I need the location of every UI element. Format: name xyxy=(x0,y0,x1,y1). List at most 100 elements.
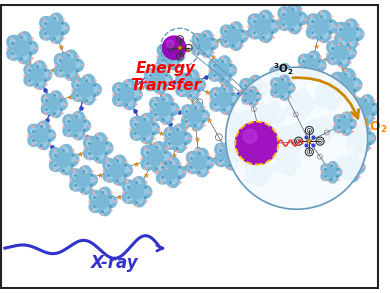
Ellipse shape xyxy=(294,89,309,106)
Ellipse shape xyxy=(343,32,358,49)
Ellipse shape xyxy=(195,120,200,127)
Ellipse shape xyxy=(214,102,221,108)
Ellipse shape xyxy=(125,87,142,101)
Ellipse shape xyxy=(136,196,142,203)
Ellipse shape xyxy=(298,97,315,111)
Ellipse shape xyxy=(160,165,167,171)
Ellipse shape xyxy=(143,117,149,124)
Circle shape xyxy=(322,89,336,103)
Circle shape xyxy=(276,81,288,94)
Ellipse shape xyxy=(271,85,284,97)
Ellipse shape xyxy=(45,106,51,112)
Ellipse shape xyxy=(81,88,95,105)
Ellipse shape xyxy=(308,120,323,134)
Ellipse shape xyxy=(195,37,201,43)
Ellipse shape xyxy=(141,145,158,161)
Ellipse shape xyxy=(150,156,165,174)
Ellipse shape xyxy=(154,111,161,118)
Ellipse shape xyxy=(16,46,31,64)
Ellipse shape xyxy=(355,136,369,153)
Ellipse shape xyxy=(335,38,350,54)
Ellipse shape xyxy=(90,86,98,92)
Ellipse shape xyxy=(355,102,361,108)
FancyArrowPatch shape xyxy=(292,78,359,118)
Ellipse shape xyxy=(350,141,357,147)
Ellipse shape xyxy=(243,83,249,88)
Ellipse shape xyxy=(141,188,148,194)
Ellipse shape xyxy=(223,153,238,170)
Ellipse shape xyxy=(66,58,84,72)
Ellipse shape xyxy=(117,97,124,103)
Ellipse shape xyxy=(364,98,369,105)
Ellipse shape xyxy=(365,134,372,140)
Ellipse shape xyxy=(324,174,329,178)
Ellipse shape xyxy=(134,131,141,137)
Ellipse shape xyxy=(63,122,78,137)
Ellipse shape xyxy=(240,86,255,100)
Ellipse shape xyxy=(53,162,60,168)
Ellipse shape xyxy=(316,93,331,108)
Ellipse shape xyxy=(139,127,153,144)
Ellipse shape xyxy=(203,38,218,50)
Ellipse shape xyxy=(302,67,308,74)
Ellipse shape xyxy=(63,50,78,67)
Ellipse shape xyxy=(233,151,241,157)
Ellipse shape xyxy=(251,18,259,25)
Circle shape xyxy=(326,167,336,178)
Ellipse shape xyxy=(286,85,292,89)
Circle shape xyxy=(163,165,178,180)
Ellipse shape xyxy=(170,59,176,66)
Ellipse shape xyxy=(49,103,62,117)
Ellipse shape xyxy=(273,79,280,85)
Ellipse shape xyxy=(304,100,312,106)
Ellipse shape xyxy=(68,156,75,162)
Ellipse shape xyxy=(278,165,284,170)
Ellipse shape xyxy=(352,98,367,113)
Ellipse shape xyxy=(286,74,293,79)
Ellipse shape xyxy=(200,30,213,46)
Ellipse shape xyxy=(57,58,64,64)
Circle shape xyxy=(246,92,256,101)
Ellipse shape xyxy=(142,122,160,136)
Text: Energy
Transfer: Energy Transfer xyxy=(130,61,201,93)
Ellipse shape xyxy=(157,52,173,67)
Ellipse shape xyxy=(281,131,288,137)
Circle shape xyxy=(78,82,93,97)
Ellipse shape xyxy=(278,135,294,150)
Ellipse shape xyxy=(327,90,344,103)
Circle shape xyxy=(192,156,206,170)
Ellipse shape xyxy=(266,114,279,130)
Ellipse shape xyxy=(58,68,65,74)
Ellipse shape xyxy=(64,164,69,171)
Ellipse shape xyxy=(334,115,346,126)
Ellipse shape xyxy=(186,151,202,166)
Circle shape xyxy=(276,70,289,84)
Ellipse shape xyxy=(331,55,338,62)
Ellipse shape xyxy=(245,161,260,176)
Ellipse shape xyxy=(131,91,138,97)
Ellipse shape xyxy=(282,21,289,27)
Ellipse shape xyxy=(22,52,28,60)
Ellipse shape xyxy=(349,131,356,137)
Ellipse shape xyxy=(80,122,87,127)
Circle shape xyxy=(221,147,236,162)
Ellipse shape xyxy=(226,67,233,72)
Ellipse shape xyxy=(253,93,259,100)
Ellipse shape xyxy=(160,175,167,181)
Ellipse shape xyxy=(257,113,273,127)
Ellipse shape xyxy=(286,100,302,116)
Ellipse shape xyxy=(257,86,264,92)
Ellipse shape xyxy=(257,24,273,42)
Ellipse shape xyxy=(190,165,197,171)
Ellipse shape xyxy=(148,82,155,88)
Ellipse shape xyxy=(66,119,72,125)
Ellipse shape xyxy=(184,109,191,115)
Ellipse shape xyxy=(250,92,261,101)
Ellipse shape xyxy=(199,113,206,118)
Ellipse shape xyxy=(229,34,242,50)
Ellipse shape xyxy=(238,33,245,38)
Ellipse shape xyxy=(125,83,131,90)
Ellipse shape xyxy=(278,75,290,90)
Ellipse shape xyxy=(36,134,50,149)
Ellipse shape xyxy=(193,109,209,122)
